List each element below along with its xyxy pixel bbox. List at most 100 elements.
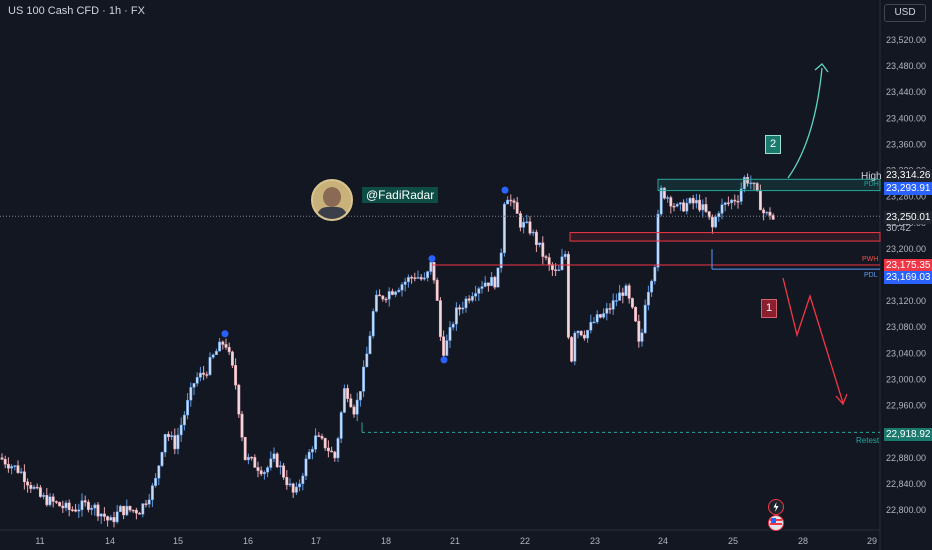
x-tick-label: 25: [728, 536, 738, 546]
candle-body: [608, 308, 612, 310]
candle-body: [115, 511, 119, 523]
candle-body: [112, 517, 116, 523]
swing-point-marker: [428, 255, 436, 263]
candle-body: [10, 466, 14, 469]
avatar-head: [323, 187, 341, 207]
candle-body: [704, 204, 708, 212]
candle-body: [771, 215, 775, 220]
candle-body: [480, 286, 484, 289]
candle-body: [730, 199, 734, 204]
candle-body: [96, 504, 100, 517]
candle-body: [67, 502, 71, 510]
candle-body: [32, 486, 36, 489]
candle-body: [592, 321, 596, 324]
y-tick-label: 23,400.00: [886, 113, 926, 123]
candle-body: [259, 470, 263, 475]
candle-body: [605, 308, 609, 314]
candle-body: [253, 457, 257, 468]
candle-body: [672, 205, 676, 208]
candle-body: [208, 357, 212, 375]
candle-body: [682, 202, 686, 212]
candle-body: [637, 320, 641, 342]
candle-body: [707, 211, 711, 218]
candle-body: [413, 277, 417, 279]
y-tick-label: 23,040.00: [886, 348, 926, 358]
x-tick-label: 24: [658, 536, 668, 546]
candle-body: [685, 202, 689, 212]
supply-zone: [569, 232, 881, 242]
pwh-tag: PWH: [862, 256, 879, 263]
candle-body: [589, 321, 593, 331]
y-tick-label: 23,080.00: [886, 322, 926, 332]
candle-body: [22, 471, 26, 483]
candle-body: [534, 231, 538, 246]
candle-body: [624, 285, 628, 296]
candle-body: [230, 351, 234, 366]
candle-body: [131, 509, 135, 512]
candle-body: [547, 257, 551, 265]
candle-body: [109, 517, 113, 521]
candle-body: [358, 391, 362, 401]
candle-body: [99, 513, 103, 517]
candle-body: [602, 313, 606, 318]
candle-body: [442, 336, 446, 356]
candle-body: [496, 267, 500, 288]
candle-body: [61, 505, 65, 509]
candle-body: [86, 501, 90, 510]
candle-body: [128, 505, 132, 511]
high-price-label: 23,314.26: [884, 169, 932, 182]
candle-body: [221, 341, 225, 345]
candle-body: [250, 456, 254, 459]
candle-body: [298, 483, 302, 488]
candle-body: [698, 199, 702, 211]
candle-body: [320, 436, 324, 439]
x-tick-label: 21: [450, 536, 460, 546]
candle-body: [582, 334, 586, 339]
candle-body: [579, 330, 583, 336]
candle-body: [13, 465, 17, 467]
current-price-label: 23,250.01: [884, 211, 932, 224]
candle-body: [640, 332, 644, 342]
candle-body: [387, 291, 391, 300]
symbol-title[interactable]: US 100 Cash CFD · 1h · FX: [8, 5, 145, 17]
currency-button[interactable]: USD: [884, 4, 926, 22]
candle-body: [445, 340, 449, 356]
candle-body: [749, 182, 753, 185]
candle-body: [410, 277, 414, 279]
candle-body: [477, 288, 481, 294]
candle-body: [365, 353, 369, 368]
candle-body: [42, 495, 46, 497]
candle-body: [349, 398, 353, 408]
candle-body: [675, 204, 679, 207]
candle-body: [189, 387, 193, 401]
candle-body: [438, 300, 442, 337]
candle-body: [723, 202, 727, 205]
candle-body: [451, 323, 455, 328]
candle-body: [342, 388, 346, 413]
candle-body: [336, 438, 340, 459]
bearish-projection-path: [782, 277, 844, 404]
candle-body: [403, 281, 407, 285]
candle-body: [506, 199, 510, 205]
pdh-tag: PDH: [864, 181, 879, 188]
candle-body: [419, 277, 423, 280]
bullish-projection-path: [787, 67, 823, 179]
candle-body: [528, 221, 532, 234]
x-tick-label: 28: [798, 536, 808, 546]
candle-body: [339, 412, 343, 439]
candle-body: [422, 277, 426, 280]
candle-body: [272, 453, 276, 459]
us-flag-icon[interactable]: [768, 515, 784, 531]
candle-body: [147, 499, 151, 505]
lightning-icon[interactable]: [768, 499, 784, 515]
candle-body: [662, 187, 666, 199]
retest-tag: Retest: [856, 436, 880, 445]
candle-body: [198, 372, 202, 378]
candle-body: [134, 509, 138, 514]
candle-body: [762, 209, 766, 214]
candle-body: [355, 399, 359, 415]
candle-body: [294, 486, 298, 493]
candles-group: [0, 173, 775, 528]
candle-body: [157, 465, 161, 479]
